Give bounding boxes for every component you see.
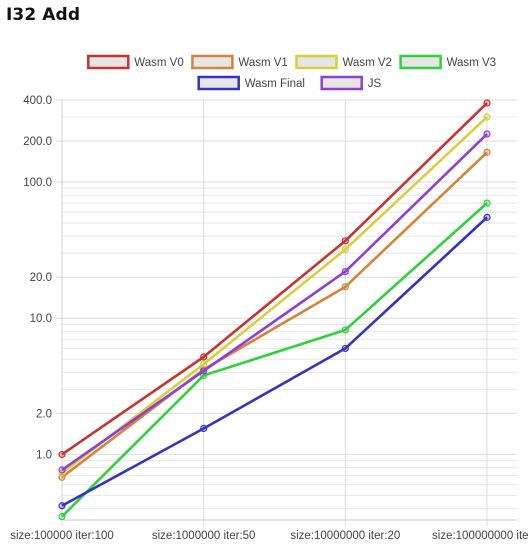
series-line <box>61 151 488 479</box>
series-line <box>61 202 488 518</box>
data-point <box>58 466 66 474</box>
data-point <box>483 213 491 221</box>
legend-label: JS <box>368 78 382 90</box>
y-tick-label: 2.0 <box>36 408 52 420</box>
series-line <box>61 116 488 475</box>
data-point <box>200 360 208 368</box>
legend-item-wasm-v2: Wasm V2 <box>295 54 392 70</box>
data-point <box>483 113 491 121</box>
y-tick-label: 400.0 <box>23 95 52 107</box>
series-line <box>61 216 488 507</box>
series-wasm-v2 <box>58 113 491 477</box>
data-point <box>341 344 349 353</box>
y-tick-label: 100.0 <box>23 177 52 189</box>
legend-item-js: JS <box>320 75 382 91</box>
data-point <box>341 237 349 245</box>
legend-label: Wasm V3 <box>447 57 496 69</box>
data-point <box>58 512 66 521</box>
legend-swatch <box>197 75 240 91</box>
data-point <box>341 283 349 291</box>
data-point <box>58 450 66 459</box>
y-tick-label: 10.0 <box>30 313 52 325</box>
series-line <box>61 133 488 471</box>
series-js <box>58 130 491 474</box>
data-point <box>483 99 491 107</box>
legend-swatch <box>191 54 234 70</box>
series-line <box>61 102 488 456</box>
series-wasm-v0 <box>58 99 491 459</box>
x-axis-ticks: size:100000 iter:100 size:1000000 iter:50… <box>10 530 529 542</box>
legend-item-wasm-v1: Wasm V1 <box>191 54 288 70</box>
y-axis-ticks: 1.0 2.0 10.0 20.0 100.0 200.0 400.0 <box>23 95 52 461</box>
data-point <box>483 199 491 207</box>
data-point <box>200 353 208 361</box>
legend: Wasm V0 Wasm V1 Wasm V2 Wasm V3 Wasm Final JS <box>87 54 496 91</box>
legend-swatch <box>320 75 363 91</box>
x-tick-label: size:100000000 iter:5 <box>432 530 529 542</box>
legend-item-wasm-v0: Wasm V0 <box>87 54 184 70</box>
legend-swatch <box>399 54 442 70</box>
legend-item-wasm-final: Wasm Final <box>197 75 305 91</box>
y-tick-label: 1.0 <box>36 449 52 461</box>
series-wasm-v1 <box>58 148 491 481</box>
legend-item-wasm-v3: Wasm V3 <box>399 54 496 70</box>
data-point <box>58 502 66 510</box>
series-layer <box>58 99 491 521</box>
legend-label: Wasm V2 <box>343 57 392 69</box>
y-tick-label: 20.0 <box>30 272 52 284</box>
legend-label: Wasm V0 <box>134 57 183 69</box>
x-tick-label: size:100000 iter:100 <box>10 530 114 542</box>
data-point <box>341 326 349 334</box>
data-point <box>341 267 349 276</box>
data-point <box>200 424 208 433</box>
legend-swatch <box>295 54 338 70</box>
data-point <box>483 130 491 138</box>
y-tick-label: 200.0 <box>23 136 52 148</box>
legend-label: Wasm V1 <box>238 57 287 69</box>
x-tick-label: size:1000000 iter:50 <box>152 530 256 542</box>
page-title: I32 Add <box>6 5 81 25</box>
legend-swatch <box>87 54 130 70</box>
x-tick-label: size:10000000 iter:20 <box>290 530 400 542</box>
series-wasm-final <box>58 213 491 510</box>
data-point <box>200 367 208 375</box>
data-point <box>341 245 349 254</box>
data-point <box>483 148 491 156</box>
legend-label: Wasm Final <box>245 78 305 90</box>
